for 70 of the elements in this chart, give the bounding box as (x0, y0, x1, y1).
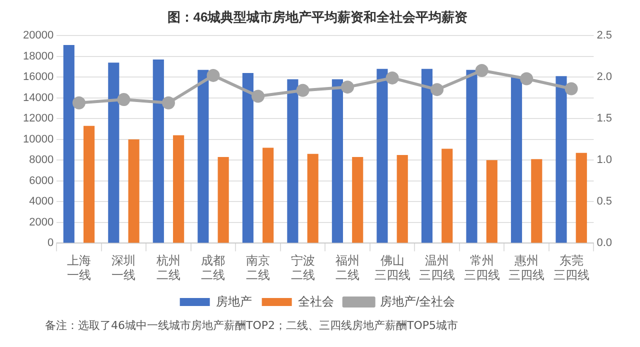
bar (510, 77, 522, 243)
bar (242, 72, 254, 243)
y-tick-label: 14000 (22, 92, 54, 104)
bar (466, 70, 478, 243)
bar (421, 68, 433, 243)
point (162, 96, 175, 110)
x-tick-label: 南京二线 (246, 254, 270, 282)
y-tick-label: 2000 (29, 216, 54, 228)
bar (442, 148, 453, 243)
legend-label: 全社会 (298, 294, 334, 308)
x-tick-label: 温州三四线 (419, 254, 456, 282)
bar (486, 160, 498, 243)
bar (396, 154, 408, 243)
point (72, 96, 86, 110)
legend-label: 房地产 (216, 294, 252, 308)
text: 备注：选取了46城中一线城市房地产薪酬TOP2；二线、三四线房地产薪酬TOP5城市 (44, 318, 460, 333)
chart-title: 图：46城典型城市房地产平均薪资和全社会平均薪资 (167, 9, 468, 24)
bar (128, 139, 140, 243)
y-tick-label: 12000 (22, 112, 54, 125)
point (386, 71, 399, 84)
y2-tick-label: 1.5 (596, 112, 612, 125)
point (296, 84, 310, 97)
x-tick-label: 成都二线 (201, 254, 226, 282)
y2-tick-label: 0.0 (596, 237, 612, 250)
y-tick-label: 16000 (22, 71, 54, 84)
point (117, 93, 130, 106)
bar (173, 135, 184, 243)
point (206, 68, 220, 82)
bar (84, 126, 95, 243)
bar (556, 76, 567, 243)
bar (63, 44, 74, 243)
x-tick-label: 上海一线 (66, 254, 91, 282)
bar (218, 157, 229, 243)
y-tick-label: 0 (47, 237, 54, 250)
point (430, 83, 444, 96)
bar (332, 79, 343, 243)
point (341, 80, 354, 94)
bar (108, 62, 120, 243)
bar (531, 159, 542, 243)
x-tick-label: 深圳一线 (112, 254, 136, 282)
y-tick-label: 10000 (22, 133, 54, 146)
point (252, 90, 265, 103)
x-tick-label: 佛山三四线 (374, 254, 410, 282)
bar (262, 148, 274, 243)
bar (352, 157, 364, 243)
x-tick-label: 杭州二线 (155, 254, 180, 282)
y2-tick-label: 1.0 (596, 154, 612, 166)
point (475, 64, 488, 77)
bar (576, 152, 587, 243)
y-tick-label: 4000 (29, 196, 54, 208)
legend-label: 房地产/全社会 (380, 294, 456, 308)
y-tick-label: 20000 (22, 30, 54, 42)
y-tick-label: 18000 (22, 50, 54, 62)
bar (287, 79, 298, 243)
bar (376, 68, 388, 243)
y2-tick-label: 2.0 (596, 71, 612, 84)
y2-tick-label: 0.5 (596, 196, 612, 208)
x-tick-label: 常州三四线 (464, 254, 500, 282)
x-tick-label: 惠州三四线 (508, 254, 545, 282)
bar (198, 70, 209, 243)
bar (152, 59, 164, 243)
x-tick-label: 宁波二线 (290, 254, 315, 282)
point (520, 72, 534, 86)
x-tick-label: 东莞三四线 (553, 254, 590, 282)
bar (307, 154, 318, 243)
point (564, 82, 578, 96)
y2-tick-label: 2.5 (596, 30, 612, 42)
y-tick-label: 6000 (29, 174, 54, 187)
y-tick-label: 8000 (29, 154, 54, 166)
x-tick-label: 福州二线 (336, 254, 360, 282)
